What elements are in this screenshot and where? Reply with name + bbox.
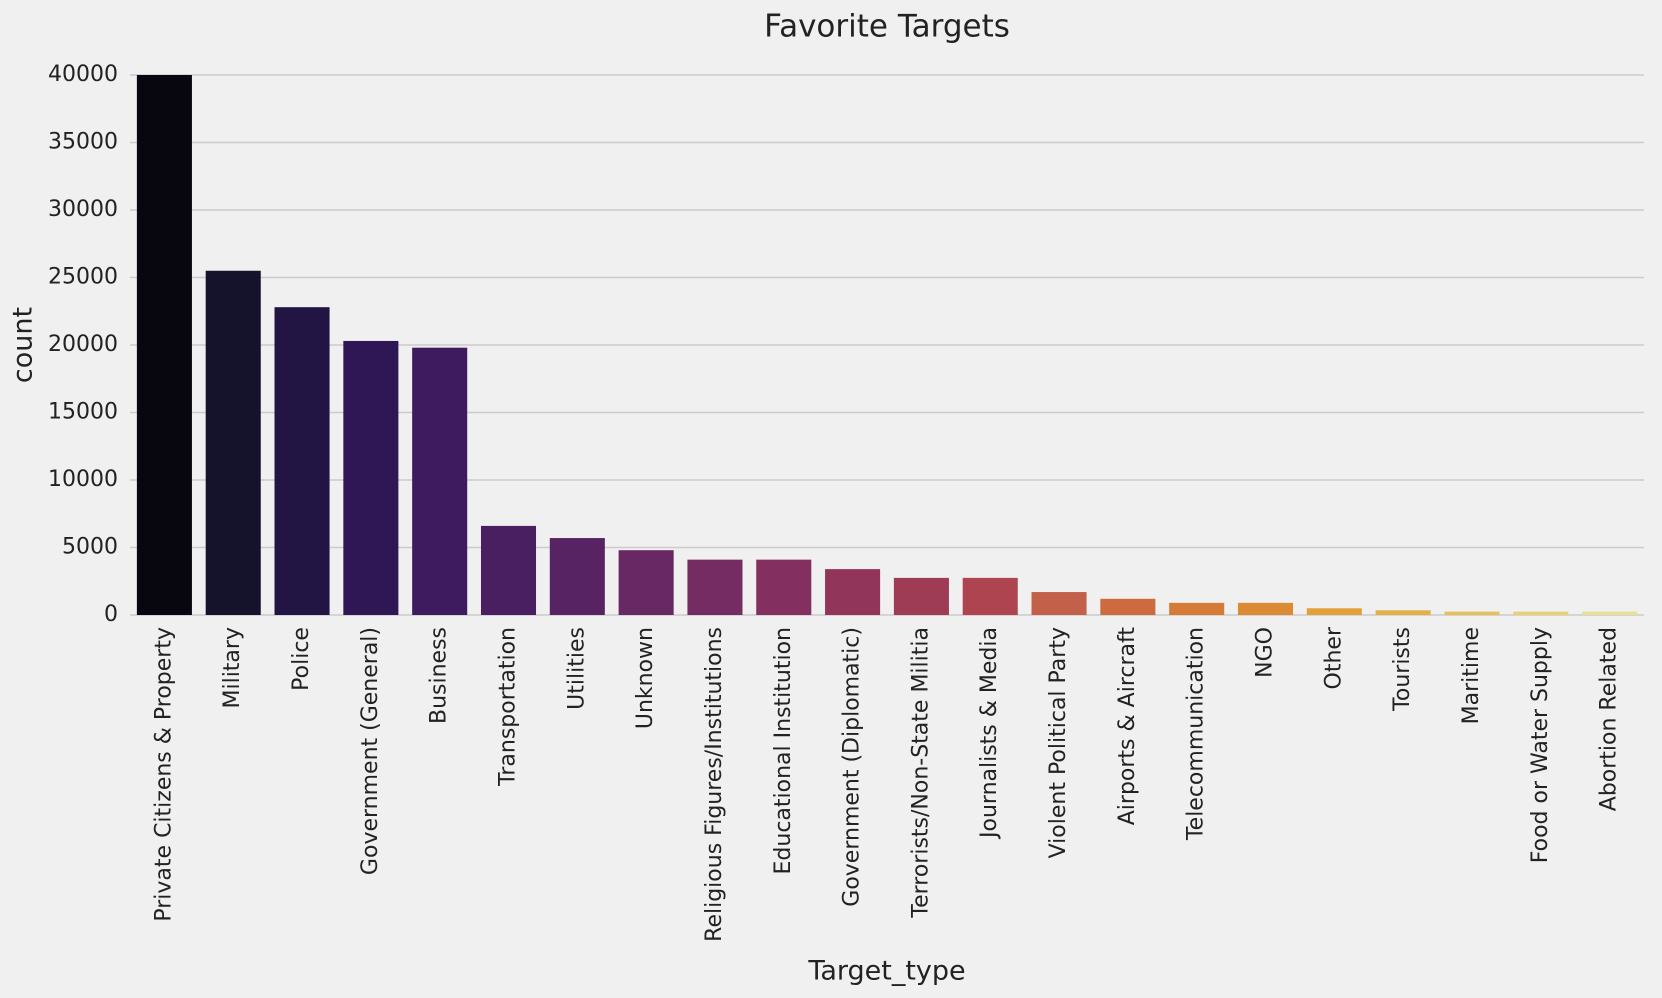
bar [1169, 602, 1225, 615]
chart-title: Favorite Targets [764, 9, 1010, 45]
x-tick-label: Journalists & Media [977, 627, 1002, 840]
x-tick-label: Police [289, 627, 314, 691]
x-tick-label: Unknown [633, 627, 658, 729]
y-tick-label: 0 [104, 602, 118, 627]
bar [756, 559, 812, 615]
x-tick-label: Military [220, 627, 245, 709]
bar [1375, 610, 1431, 615]
x-tick-label: Food or Water Supply [1528, 627, 1553, 863]
x-tick-label: Airports & Aircraft [1115, 627, 1140, 826]
y-tick-label: 30000 [48, 197, 118, 222]
x-tick-label: Utilities [564, 627, 589, 710]
y-tick-label: 5000 [62, 535, 118, 560]
y-tick-label: 25000 [48, 265, 118, 290]
x-tick-label: Tourists [1390, 627, 1415, 712]
bar [825, 569, 881, 615]
bar [962, 577, 1018, 615]
bar [480, 525, 537, 615]
y-tick-label: 10000 [48, 467, 118, 492]
x-tick-label: Telecommunication [1184, 627, 1209, 841]
x-tick-label: Terrorists/Non-State Militia [908, 627, 933, 919]
x-tick-label: Educational Institution [771, 627, 796, 874]
x-tick-label: Transportation [496, 627, 521, 787]
x-tick-label: Government (Diplomatic) [840, 627, 865, 907]
x-tick-label: Maritime [1459, 627, 1484, 724]
y-tick-label: 40000 [48, 62, 118, 87]
x-tick-label: Abortion Related [1597, 627, 1622, 811]
bar [1100, 598, 1156, 615]
y-tick-label: 20000 [48, 332, 118, 357]
x-tick-label: Business [427, 627, 452, 724]
x-tick-label: Other [1321, 626, 1346, 689]
bar [687, 559, 743, 615]
bar [549, 538, 605, 615]
bar [1513, 611, 1569, 615]
bar [1582, 611, 1638, 615]
x-tick-label: Private Citizens & Property [151, 627, 176, 922]
bar [412, 347, 468, 615]
bar [343, 340, 399, 615]
bar [205, 270, 261, 615]
bar [1237, 602, 1294, 615]
bar [1306, 608, 1362, 615]
bar [1444, 611, 1500, 615]
x-axis-label: Target_type [807, 956, 965, 987]
bar [1031, 592, 1087, 615]
x-tick-label: Religious Figures/Institutions [702, 627, 727, 942]
x-tick-label: Violent Political Party [1046, 627, 1071, 858]
bar [893, 577, 949, 615]
x-tick-label: Government (General) [358, 627, 383, 875]
bar [274, 307, 330, 615]
y-tick-label: 15000 [48, 400, 118, 425]
x-tick-label: NGO [1253, 627, 1278, 678]
bar [618, 550, 674, 615]
y-tick-label: 35000 [48, 130, 118, 155]
y-axis-label: count [8, 307, 39, 383]
bar [136, 75, 192, 615]
